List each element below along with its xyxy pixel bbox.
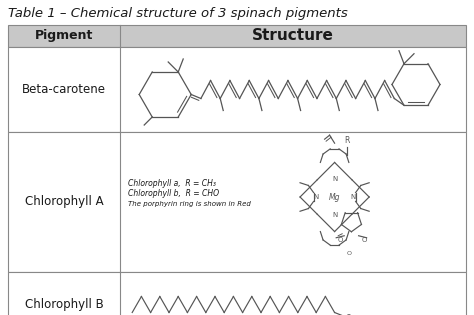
Text: R: R: [344, 136, 349, 145]
Text: Chlorophyll A: Chlorophyll A: [25, 196, 103, 209]
Bar: [8, 132, 466, 272]
Text: O: O: [346, 314, 352, 315]
Text: The porphyrin ring is shown in Red: The porphyrin ring is shown in Red: [128, 201, 251, 207]
Text: Mg: Mg: [329, 192, 340, 202]
Text: O: O: [362, 237, 367, 243]
Text: O: O: [347, 251, 352, 256]
Text: Pigment: Pigment: [35, 30, 93, 43]
Bar: [8, 272, 466, 315]
Bar: [8, 25, 466, 47]
Text: N: N: [350, 194, 356, 200]
Text: Beta-carotene: Beta-carotene: [22, 83, 106, 96]
Text: Chlorophyll b,  R = CHO: Chlorophyll b, R = CHO: [128, 190, 219, 198]
Text: Chlorophyll a,  R = CH₃: Chlorophyll a, R = CH₃: [128, 180, 216, 188]
Text: N: N: [332, 212, 337, 218]
Text: N: N: [314, 194, 319, 200]
Bar: [8, 47, 466, 132]
Text: N: N: [332, 176, 337, 182]
Text: Table 1 – Chemical structure of 3 spinach pigments: Table 1 – Chemical structure of 3 spinac…: [8, 7, 348, 20]
Text: O: O: [337, 237, 343, 243]
Text: Chlorophyll B: Chlorophyll B: [25, 298, 103, 311]
Text: Structure: Structure: [252, 28, 334, 43]
